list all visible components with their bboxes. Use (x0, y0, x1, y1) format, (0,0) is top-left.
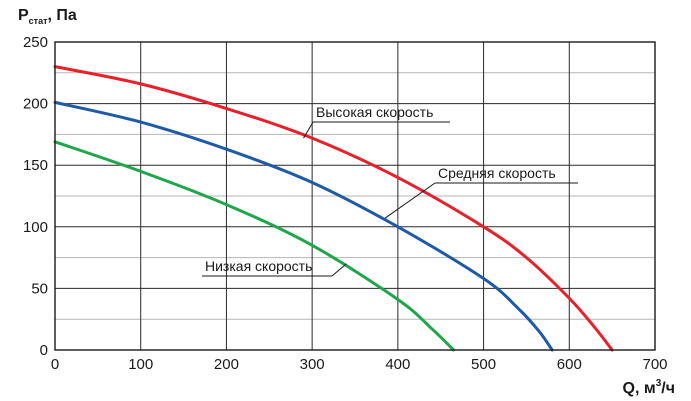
x-axis-title-sup: 3 (656, 378, 662, 389)
x-tick-label: 500 (471, 356, 496, 373)
annotation-leader-2 (384, 182, 436, 219)
x-tick-label: 400 (385, 356, 410, 373)
y-axis-title-sub: стат (29, 16, 48, 26)
series-line-2 (53, 100, 554, 352)
x-tick-label: 300 (300, 356, 325, 373)
annotation-leader-3 (331, 263, 347, 277)
annotations: Высокая скорость Средняя скорость Низкая с… (202, 104, 578, 277)
x-axis-title-main: Q, м (623, 380, 656, 397)
y-tick-label: 200 (23, 96, 48, 113)
tick-labels: 0 100 200 300 400 500 600 700 0 50 100 150 200 250 (23, 34, 668, 373)
y-tick-label: 250 (23, 34, 48, 51)
x-tick-label: 0 (51, 356, 59, 373)
y-tick-label: 50 (31, 280, 48, 297)
plot-frame (54, 41, 656, 351)
y-tick-label: 0 (40, 342, 48, 359)
annotation-leader-1 (303, 121, 314, 139)
y-axis-title-main: P (18, 7, 29, 24)
series-line-3 (53, 140, 456, 352)
annotation-label-2: Средняя скорость (438, 165, 556, 181)
y-axis-title: Pстат, Па (18, 7, 77, 26)
series-line-1 (53, 65, 614, 352)
x-axis-title: Q, м3/ч (623, 378, 675, 397)
y-tick-label: 100 (23, 219, 48, 236)
x-tick-label: 700 (642, 356, 667, 373)
annotation-label-1: Высокая скорость (316, 104, 433, 120)
x-tick-label: 200 (214, 356, 239, 373)
x-axis-title-unit: /ч (661, 380, 675, 397)
x-tick-label: 600 (557, 356, 582, 373)
grid (55, 42, 655, 350)
x-tick-label: 100 (128, 356, 153, 373)
curves (53, 65, 614, 352)
annotation-label-3: Низкая скорость (205, 258, 312, 274)
y-axis-title-unit: , Па (48, 7, 77, 24)
y-tick-label: 150 (23, 157, 48, 174)
